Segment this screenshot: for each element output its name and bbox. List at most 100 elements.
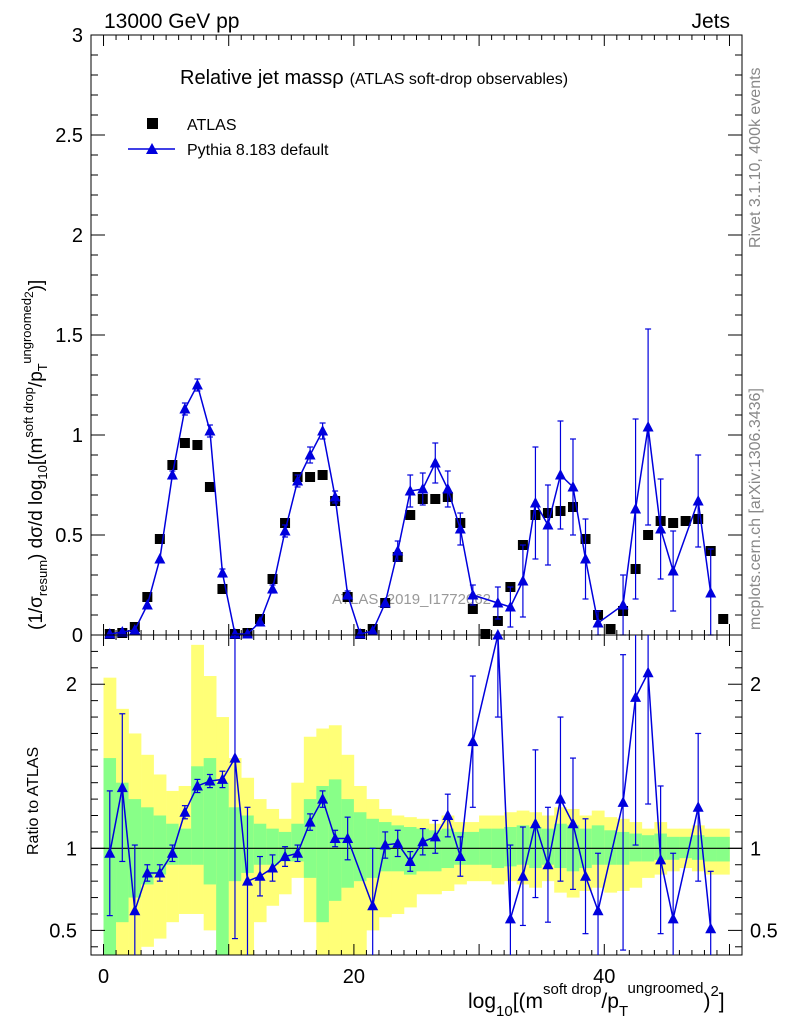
band-inner-bin xyxy=(203,758,217,885)
mc-data-point xyxy=(304,449,316,460)
mc-data-point xyxy=(454,523,466,534)
mc-data-point xyxy=(204,425,216,436)
mc-data-point xyxy=(141,599,153,610)
ratio-data-point xyxy=(567,817,579,829)
mc-data-point xyxy=(342,589,354,600)
mc-data-point xyxy=(129,624,141,635)
mc-data-point xyxy=(504,601,516,612)
ratio-data-point xyxy=(191,779,203,791)
ratio-data-point xyxy=(116,781,128,793)
atlas-data-point xyxy=(267,574,278,584)
mc-data-point xyxy=(567,481,579,492)
atlas-data-point xyxy=(668,518,679,528)
lower-y-tick-label-right: 1 xyxy=(750,838,761,860)
mc-data-point xyxy=(191,379,203,390)
lower-y-tick-label-right: 0.5 xyxy=(750,920,778,942)
upper-y-tick-label: 3 xyxy=(72,25,83,47)
mc-data-point xyxy=(329,491,341,502)
ratio-data-point xyxy=(379,839,391,850)
band-inner-bin xyxy=(479,828,492,865)
ratio-data-point xyxy=(492,629,504,640)
ratio-data-point xyxy=(241,875,253,886)
ratio-data-point xyxy=(204,775,216,786)
mc-data-point xyxy=(442,483,454,494)
upper-y-tick-label: 0 xyxy=(72,625,83,647)
mc-data-point xyxy=(279,525,291,536)
mcplots-label: mcplots.cern.ch [arXiv:1306.3436] xyxy=(747,388,764,630)
upper-y-tick-label: 1 xyxy=(72,425,83,447)
mc-data-point xyxy=(317,425,329,436)
ratio-data-point xyxy=(467,735,479,747)
header-jets-label: Jets xyxy=(691,10,730,33)
ratio-data-point xyxy=(367,899,379,911)
legend-mc-label: Pythia 8.183 default xyxy=(187,142,329,159)
mc-data-point xyxy=(580,553,592,564)
mc-data-point xyxy=(705,587,717,598)
mc-data-point xyxy=(292,475,304,486)
lower-y-tick-label: 2 xyxy=(66,674,77,696)
atlas-data-point xyxy=(142,592,153,602)
atlas-data-point xyxy=(467,604,478,614)
mc-data-point xyxy=(542,519,554,530)
ratio-data-point xyxy=(216,773,228,784)
mc-data-point xyxy=(617,599,629,610)
atlas-data-point xyxy=(605,624,616,634)
upper-y-tick-label: 0.5 xyxy=(55,525,83,547)
ratio-data-point xyxy=(429,830,441,842)
atlas-data-point xyxy=(305,472,316,482)
ratio-data-point xyxy=(517,870,529,881)
ratio-data-point xyxy=(529,817,541,829)
upper-y-tick-label: 1.5 xyxy=(55,325,83,347)
mc-data-point xyxy=(229,628,241,639)
atlas-data-point xyxy=(492,616,503,626)
ratio-data-point xyxy=(442,809,454,821)
atlas-data-point xyxy=(167,460,178,470)
mc-data-point xyxy=(267,583,279,594)
mc-data-point xyxy=(354,628,366,639)
ratio-data-point xyxy=(454,850,466,862)
band-inner-bin xyxy=(303,799,317,878)
mc-data-point xyxy=(166,469,178,480)
band-inner-bin xyxy=(141,807,154,885)
atlas-data-point xyxy=(405,510,416,520)
ratio-data-point xyxy=(304,816,316,827)
atlas-data-point xyxy=(179,438,190,448)
atlas-data-point xyxy=(204,482,215,492)
ratio-data-point xyxy=(166,847,178,858)
mc-data-point xyxy=(467,589,479,600)
ratio-data-point xyxy=(392,837,404,848)
legend-mc-marker xyxy=(146,143,158,154)
band-inner-bin xyxy=(178,828,192,865)
ratio-data-point xyxy=(229,752,241,763)
band-inner-bin xyxy=(591,825,605,865)
upper-y-tick-label: 2.5 xyxy=(55,125,83,147)
ratio-data-point xyxy=(179,806,191,817)
ratio-data-point xyxy=(592,904,604,916)
ratio-data-point xyxy=(292,847,304,858)
x-tick-label: 20 xyxy=(343,966,365,988)
mc-data-point xyxy=(554,469,566,480)
lower-y-tick-label: 0.5 xyxy=(49,920,77,942)
mc-data-point xyxy=(254,616,266,627)
band-inner-bin xyxy=(266,828,280,865)
x-tick-label: 40 xyxy=(593,966,615,988)
atlas-data-point xyxy=(430,494,441,504)
atlas-data-point xyxy=(192,440,203,450)
analysis-watermark: ATLAS_2019_I1772062 xyxy=(332,591,491,608)
lower-panel: 0 20 40 0.5 0.5 1 1 2 2 xyxy=(49,629,778,988)
mc-data-point xyxy=(392,545,404,556)
ratio-data-point xyxy=(404,855,416,866)
atlas-data-point xyxy=(154,534,165,544)
mc-data-point xyxy=(179,403,191,414)
mc-data-point xyxy=(655,523,667,534)
ratio-data-point xyxy=(542,858,554,870)
ratio-data-point xyxy=(554,793,566,804)
lower-y-axis-label: Ratio to ATLAS xyxy=(25,747,42,855)
band-inner-bin xyxy=(291,823,305,862)
ratio-data-point xyxy=(279,850,291,862)
band-inner-bin xyxy=(716,836,730,862)
ratio-data-point xyxy=(329,832,341,843)
band-inner-bin xyxy=(629,833,643,862)
mc-data-point xyxy=(692,495,704,506)
